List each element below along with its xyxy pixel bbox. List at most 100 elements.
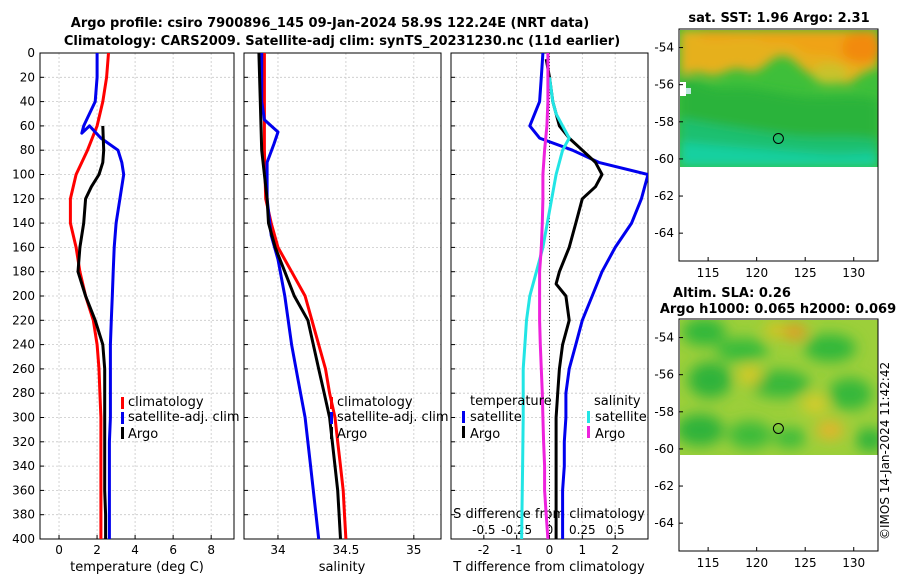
temperature-lines [68, 53, 126, 539]
map-y-tick-label: -58 [654, 115, 674, 129]
legend-swatch-satellite [121, 412, 124, 424]
depth-tick-label: 380 [12, 508, 35, 522]
x-tick-label: 8 [207, 543, 215, 557]
map-y-tick-label: -56 [654, 78, 674, 92]
depth-tick-label: 180 [12, 265, 35, 279]
map-x-tick-label: 130 [842, 266, 865, 280]
salinity-axes-box [243, 52, 442, 540]
map-y-tick-label: -56 [654, 368, 674, 382]
legend-label-argo: Argo [337, 427, 367, 442]
depth-tick-label: 340 [12, 459, 35, 473]
legend-swatch-argo [121, 427, 124, 439]
x-tick-label: 35 [406, 543, 421, 557]
sst-map-ticks: -54 -56 -58 -60 -62 -64 115 120 125 130 [654, 41, 865, 280]
depth-tick-label: 260 [12, 362, 35, 376]
sst-map-axes-box [678, 28, 879, 262]
figure-title-line2: Climatology: CARS2009. Satellite-adj cli… [64, 34, 620, 49]
depth-tick-label: 360 [12, 483, 35, 497]
series-line-salinity-argo [538, 53, 550, 539]
salinity-panel: 34 34.5 35 salinity climatology satellite-… [243, 52, 449, 575]
temperature-tick-labels: 0 2 4 6 8 [55, 543, 215, 557]
map-x-tick-label: 130 [842, 556, 865, 570]
sla-argo-marker [772, 423, 784, 435]
salinity-grid [244, 52, 441, 540]
salinity-difference-tick-labels: -0.5 -0.25 0 0.25 0.5 [472, 523, 625, 537]
sst-map-title: sat. SST: 1.96 Argo: 2.31 [688, 11, 869, 26]
depth-tick-label: 400 [12, 532, 35, 546]
legend-label-temp-satellite: satellite [470, 410, 522, 425]
x-tick-label: -2 [478, 543, 490, 557]
depth-tick-label: 40 [20, 95, 35, 109]
x-tick-label: 6 [169, 543, 177, 557]
legend-title-salinity: salinity [594, 394, 641, 409]
series-line-argo [76, 125, 108, 539]
map-y-tick-label: -62 [654, 189, 674, 203]
sla-map-title-line2: Argo h1000: 0.065 h2000: 0.069 [660, 302, 896, 317]
sla-field [680, 320, 878, 455]
temperature-axes-box [39, 52, 235, 540]
difference-panel: -2 -1 0 1 2 -0.5 -0.25 0 0.25 0.5 S difference f… [450, 52, 649, 575]
depth-tick-label: 280 [12, 386, 35, 400]
depth-tick-label: 200 [12, 289, 35, 303]
depth-tick-label: 100 [12, 168, 35, 182]
s-diff-tick-label: 0.5 [606, 523, 625, 537]
legend-swatch-temp-argo [462, 426, 465, 438]
legend-label-climatology: climatology [337, 395, 413, 410]
x-tick-label: 0 [546, 543, 554, 557]
s-diff-tick-label: -0.5 [472, 523, 495, 537]
depth-tick-label: 120 [12, 192, 35, 206]
legend-label-satellite: satellite-adj. clim [337, 410, 449, 425]
s-difference-label: S difference from climatology [453, 507, 645, 522]
legend-label-climatology: climatology [128, 395, 204, 410]
series-line-argo [257, 53, 342, 539]
map-y-tick-label: -64 [654, 226, 674, 240]
x-tick-label: 1 [579, 543, 587, 557]
sla-map-ticks: -54 -56 -58 -60 -62 -64 115 120 125 130 [654, 331, 865, 570]
depth-tick-labels: 0 20 40 60 80 100 120 140 160 180 200 220 240 260 280 3… [12, 46, 35, 546]
temperature-panel: 0204060801001201401601802002202402602803… [12, 46, 240, 575]
legend-title-temperature: temperature [470, 394, 552, 409]
map-x-tick-label: 120 [745, 266, 768, 280]
x-tick-label: 0 [55, 543, 63, 557]
depth-tick-label: 140 [12, 216, 35, 230]
series-line-climatology [262, 53, 348, 539]
depth-tick-label: 20 [20, 70, 35, 84]
legend-label-sal-argo: Argo [595, 427, 625, 442]
map-y-tick-label: -58 [654, 405, 674, 419]
depth-tick-label: 240 [12, 338, 35, 352]
depth-tick-label: 320 [12, 435, 35, 449]
s-diff-tick-label: -0.25 [501, 523, 532, 537]
map-x-tick-label: 125 [794, 266, 817, 280]
sla-map-panel: Altim. SLA: 0.26 Argo h1000: 0.065 h2000… [654, 286, 896, 570]
s-diff-tick-label: 0.25 [569, 523, 596, 537]
legend-swatch-sal-argo [587, 426, 590, 438]
legend-swatch-satellite [330, 412, 333, 424]
salinity-legend: climatology satellite-adj. clim Argo [330, 395, 449, 442]
temperature-legend: climatology satellite-adj. clim Argo [121, 395, 240, 442]
map-x-tick-label: 115 [697, 266, 720, 280]
salinity-xlabel: salinity [319, 560, 366, 575]
s-diff-tick-label: 0 [546, 523, 554, 537]
depth-tick-label: 80 [20, 143, 35, 157]
map-x-tick-label: 115 [697, 556, 720, 570]
legend-swatch-climatology [330, 397, 333, 409]
map-y-tick-label: -54 [654, 41, 674, 55]
map-y-tick-label: -62 [654, 479, 674, 493]
salinity-tick-labels: 34 34.5 35 [270, 543, 421, 557]
map-y-tick-label: -64 [654, 516, 674, 530]
difference-legend: temperature satellite Argo salinity sate… [462, 394, 647, 442]
sst-map-panel: sat. SST: 1.96 Argo: 2.31 -54 -56 -58 -60 -6… [654, 11, 879, 280]
x-tick-label: 2 [611, 543, 619, 557]
figure-title-line1: Argo profile: csiro 7900896_145 09-Jan-2… [71, 16, 589, 31]
temperature-grid [40, 52, 234, 540]
x-tick-label: 4 [131, 543, 139, 557]
legend-swatch-temp-satellite [462, 411, 465, 423]
depth-tick-label: 220 [12, 313, 35, 327]
difference-lines [520, 53, 648, 539]
legend-label-temp-argo: Argo [470, 427, 500, 442]
depth-tick-label: 60 [20, 119, 35, 133]
map-y-tick-label: -60 [654, 442, 674, 456]
salinity-lines [257, 53, 348, 539]
x-tick-label: 34.5 [333, 543, 360, 557]
series-line-salinity-satellite [520, 77, 571, 539]
